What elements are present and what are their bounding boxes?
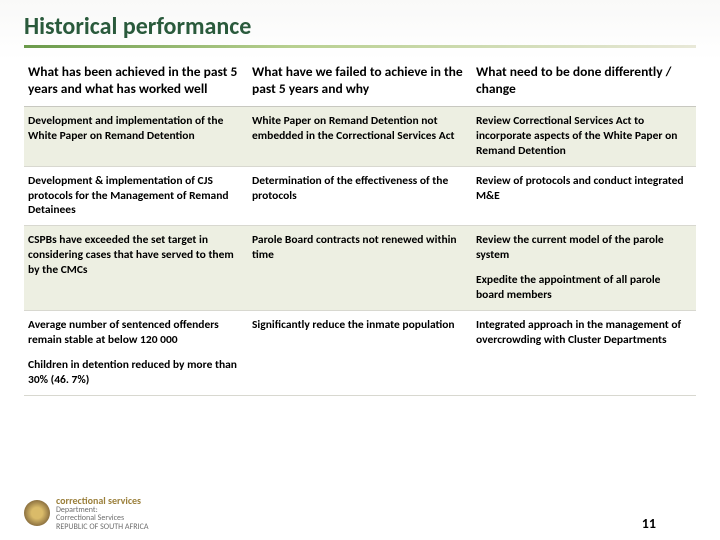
logo-block: correctional services Department: Correc… (24, 495, 148, 532)
cell-line: Children in detention reduced by more th… (28, 358, 238, 388)
page-number: 11 (642, 515, 696, 532)
cell: Development and implementation of the Wh… (24, 106, 248, 166)
cell-line: Expedite the appointment of all parole b… (476, 273, 686, 303)
cell: White Paper on Remand Detention not embe… (248, 106, 472, 166)
logo-line: REPUBLIC OF SOUTH AFRICA (56, 523, 148, 532)
cell: Development & implementation of CJS prot… (24, 166, 248, 226)
logo-text: correctional services Department: Correc… (56, 495, 148, 532)
cell-line: Review the current model of the parole s… (476, 233, 686, 263)
title-underline (24, 45, 696, 48)
cell: CSPBs have exceeded the set target in co… (24, 226, 248, 311)
table-row: Average number of sentenced offenders re… (24, 311, 696, 396)
cell-line: Average number of sentenced offenders re… (28, 318, 238, 348)
cell: Integrated approach in the management of… (472, 311, 696, 396)
slide-footer: correctional services Department: Correc… (0, 495, 720, 532)
cell: Review Correctional Services Act to inco… (472, 106, 696, 166)
cell: Significantly reduce the inmate populati… (248, 311, 472, 396)
slide-title: Historical performance (24, 12, 696, 41)
header-col3: What need to be done differently / chang… (472, 58, 696, 106)
cell: Review the current model of the parole s… (472, 226, 696, 311)
table-row: Development & implementation of CJS prot… (24, 166, 696, 226)
logo-brand: correctional services (56, 495, 148, 506)
performance-table: What has been achieved in the past 5 yea… (24, 58, 696, 396)
table-row: CSPBs have exceeded the set target in co… (24, 226, 696, 311)
slide-content: Historical performance What has been ach… (0, 0, 720, 404)
header-col2: What have we failed to achieve in the pa… (248, 58, 472, 106)
table-row: Development and implementation of the Wh… (24, 106, 696, 166)
cell: Parole Board contracts not renewed withi… (248, 226, 472, 311)
table-header-row: What has been achieved in the past 5 yea… (24, 58, 696, 106)
cell: Average number of sentenced offenders re… (24, 311, 248, 396)
cell: Determination of the effectiveness of th… (248, 166, 472, 226)
cell: Review of protocols and conduct integrat… (472, 166, 696, 226)
coat-of-arms-icon (24, 500, 50, 526)
header-col1: What has been achieved in the past 5 yea… (24, 58, 248, 106)
